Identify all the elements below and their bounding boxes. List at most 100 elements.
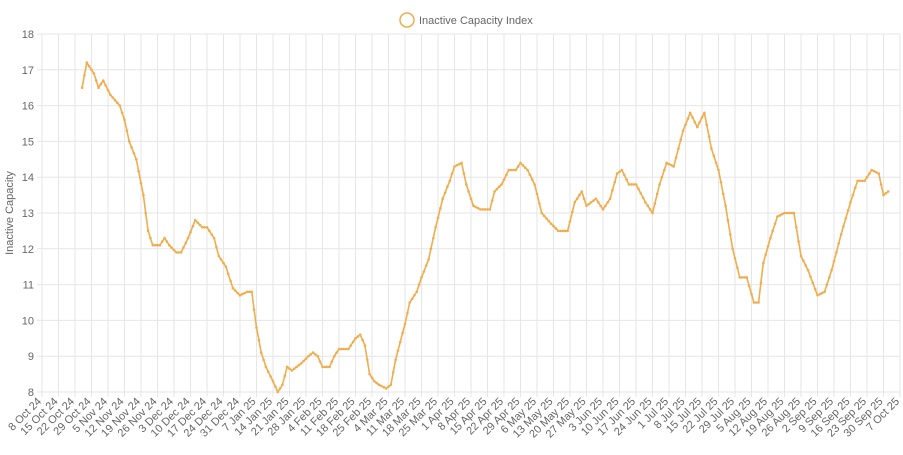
data-point[interactable] [569,220,572,223]
data-point[interactable] [795,226,798,229]
data-point[interactable] [729,233,732,236]
data-point[interactable] [420,276,423,279]
data-point[interactable] [703,112,706,115]
data-point[interactable] [526,169,529,172]
data-point[interactable] [255,326,258,329]
data-point[interactable] [309,353,312,356]
data-point[interactable] [109,94,112,97]
data-point[interactable] [154,244,157,247]
data-point[interactable] [399,341,402,344]
data-point[interactable] [385,387,388,390]
data-point[interactable] [701,116,704,119]
data-point[interactable] [335,351,338,354]
data-point[interactable] [545,217,548,220]
data-point[interactable] [531,178,534,181]
data-point[interactable] [175,251,178,254]
data-point[interactable] [116,102,119,105]
data-point[interactable] [597,201,600,204]
data-point[interactable] [196,221,199,224]
data-point[interactable] [856,180,859,183]
data-point[interactable] [126,129,129,132]
data-point[interactable] [317,355,320,358]
data-point[interactable] [573,201,576,204]
data-point[interactable] [852,194,855,197]
data-point[interactable] [783,212,786,215]
data-point[interactable] [583,197,586,200]
data-point[interactable] [93,72,96,75]
data-point[interactable] [720,181,723,184]
data-point[interactable] [286,366,289,369]
data-point[interactable] [456,164,459,167]
data-point[interactable] [498,185,501,188]
data-point[interactable] [750,293,753,296]
data-point[interactable] [408,301,411,304]
data-point[interactable] [606,201,609,204]
data-point[interactable] [248,291,251,294]
data-point[interactable] [611,189,614,192]
data-point[interactable] [453,165,456,168]
data-point[interactable] [647,205,650,208]
data-point[interactable] [194,219,197,222]
data-point[interactable] [746,276,749,279]
data-point[interactable] [557,230,560,233]
data-point[interactable] [239,294,242,297]
data-point[interactable] [486,208,489,211]
data-point[interactable] [177,251,180,254]
data-point[interactable] [776,215,779,218]
data-point[interactable] [722,193,725,196]
data-point[interactable] [423,270,426,273]
data-point[interactable] [359,333,362,336]
data-point[interactable] [493,190,496,193]
data-point[interactable] [618,171,621,174]
data-point[interactable] [710,147,713,150]
data-point[interactable] [802,259,805,262]
data-point[interactable] [833,260,836,263]
data-point[interactable] [755,301,758,304]
data-point[interactable] [104,84,107,87]
data-point[interactable] [375,382,378,385]
data-point[interactable] [474,206,477,209]
data-point[interactable] [119,104,122,107]
data-point[interactable] [764,254,767,257]
data-point[interactable] [790,212,793,215]
data-point[interactable] [265,366,268,369]
data-point[interactable] [630,183,633,186]
data-point[interactable] [140,182,143,185]
data-point[interactable] [281,384,284,387]
data-point[interactable] [559,230,562,233]
data-point[interactable] [107,89,110,92]
data-point[interactable] [446,185,449,188]
data-point[interactable] [182,246,185,249]
data-point[interactable] [439,207,442,210]
data-point[interactable] [644,201,647,204]
data-point[interactable] [786,212,789,215]
data-point[interactable] [736,267,739,270]
data-point[interactable] [472,205,475,208]
data-point[interactable] [225,265,228,268]
data-point[interactable] [837,242,840,245]
data-point[interactable] [170,246,173,249]
data-point[interactable] [130,146,133,149]
data-point[interactable] [236,292,239,295]
data-point[interactable] [97,86,100,89]
data-point[interactable] [863,180,866,183]
data-point[interactable] [552,225,555,228]
data-point[interactable] [543,214,546,217]
data-point[interactable] [734,257,737,260]
data-point[interactable] [383,386,386,389]
data-point[interactable] [687,117,690,120]
data-point[interactable] [387,385,390,388]
data-point[interactable] [533,183,536,186]
data-point[interactable] [427,258,430,261]
data-point[interactable] [882,194,885,197]
data-point[interactable] [819,293,822,296]
data-point[interactable] [267,370,270,373]
data-point[interactable] [779,214,782,217]
data-point[interactable] [477,207,480,210]
data-point[interactable] [684,123,687,126]
data-point[interactable] [114,99,117,102]
data-point[interactable] [432,237,435,240]
data-point[interactable] [314,353,317,356]
data-point[interactable] [519,162,522,165]
data-point[interactable] [229,280,232,283]
